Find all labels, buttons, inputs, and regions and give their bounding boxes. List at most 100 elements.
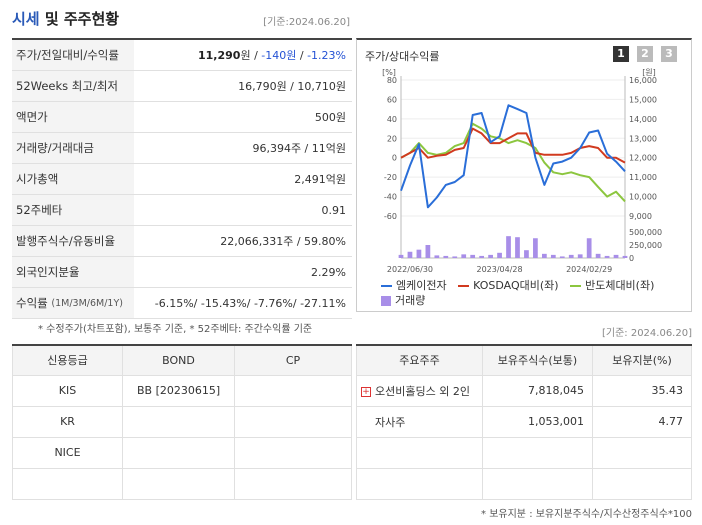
cell-agency: KR [12, 405, 123, 438]
row-value: 16,790원 / 10,710원 [238, 80, 346, 93]
col-header: 보유주식수(보통) [482, 344, 593, 376]
volume-bar [398, 254, 404, 258]
cell-bond [122, 467, 235, 500]
chart-page-1-button[interactable]: 1 [613, 46, 629, 62]
row-label: 발행주식수/유동비율 [12, 226, 134, 256]
left-tick-label: -60 [384, 212, 397, 221]
volume-bar [407, 251, 413, 258]
cell-bond [122, 436, 235, 469]
col-header: 신용등급 [12, 344, 123, 376]
sep: / [296, 49, 308, 62]
cell-shares [482, 436, 593, 469]
table-row: 액면가 500원 [12, 102, 352, 133]
cell-bond [122, 405, 235, 438]
volume-tick-label: 500,000 [629, 228, 662, 237]
legend-item: 거래량 [381, 293, 425, 308]
volume-bar [604, 255, 610, 258]
right-tick-label: 15,000 [629, 95, 657, 104]
cell-agency [12, 467, 123, 500]
volume-bar [452, 256, 458, 258]
cell-pct: 35.43 [592, 374, 692, 407]
sep: / [250, 49, 262, 62]
legend-swatch-3 [570, 285, 582, 287]
left-tick-label: 80 [387, 76, 397, 85]
x-tick-label: 2024/02/29 [566, 265, 612, 274]
chart-page-2-button[interactable]: 2 [637, 46, 653, 62]
volume-tick-label: 0 [629, 254, 634, 263]
cell-shares: 1,053,001 [482, 405, 593, 438]
volume-bar [541, 253, 547, 258]
right-axis-unit: [원] [642, 68, 656, 77]
cell-bond: BB [20230615] [122, 374, 235, 407]
volume-bar [622, 255, 628, 258]
legend-label: 반도체대비(좌) [585, 279, 655, 292]
table-row: 거래량/거래대금 96,394주 / 11억원 [12, 133, 352, 164]
table-row: 수익률 (1M/3M/6M/1Y) -6.15%/ -15.43%/ -7.76… [12, 288, 352, 319]
left-tick-label: -20 [384, 173, 397, 182]
chart-title: 주가/상대수익률 [365, 50, 440, 63]
section-header: 시세 및 주주현황 [기준:2024.06.20] [12, 8, 352, 30]
base-date: [기준:2024.06.20] [263, 17, 350, 28]
cell-cp [234, 467, 352, 500]
right-tick-label: 16,000 [629, 76, 657, 85]
legend-swatch-4 [381, 296, 391, 306]
right-tick-label: 12,000 [629, 154, 657, 163]
cell-agency: KIS [12, 374, 123, 407]
chart-legend: 엠케이전자 KOSDAQ대비(좌) 반도체대비(좌) 거래량 [381, 278, 681, 308]
volume-bar [613, 254, 619, 258]
holder-name-text: 오션비홀딩스 외 2인 [375, 384, 470, 398]
rate-value: -1.23% [307, 49, 346, 62]
chart-page-3-button[interactable]: 3 [661, 46, 677, 62]
legend-item: 반도체대비(좌) [570, 278, 654, 293]
volume-bar [550, 254, 556, 258]
stock-note: * 수정주가(차트포함), 보통주 기준, * 52주베타: 주간수익률 기준 [38, 324, 313, 335]
table-row: 52Weeks 최고/최저 16,790원 / 10,710원 [12, 71, 352, 102]
cell-pct: 4.77 [592, 405, 692, 438]
col-header: BOND [122, 344, 235, 376]
row-label: 52Weeks 최고/최저 [12, 71, 134, 101]
volume-bar [497, 252, 502, 258]
credit-rating-table: 신용등급 BOND CP KIS BB [20230615] KR NICE [12, 344, 352, 500]
legend-label: KOSDAQ대비(좌) [473, 279, 559, 292]
row-label: 외국인지분율 [12, 257, 134, 287]
table-row: NICE [12, 436, 352, 469]
right-tick-label: 11,000 [629, 173, 657, 182]
right-tick-label: 10,000 [629, 193, 657, 202]
series-line-1 [400, 104, 626, 209]
volume-bar [488, 254, 493, 258]
volume-bar [533, 238, 538, 258]
left-tick-label: 40 [387, 115, 397, 124]
legend-item: KOSDAQ대비(좌) [458, 278, 559, 293]
cell-cp [234, 405, 352, 438]
legend-item: 엠케이전자 [381, 278, 447, 293]
cell-holder-name [356, 467, 483, 500]
left-axis-unit: [%] [382, 68, 396, 77]
table-row [356, 436, 692, 469]
row-label-sub: (1M/3M/6M/1Y) [51, 297, 123, 309]
cell-shares [482, 467, 593, 500]
volume-bar [443, 255, 449, 258]
row-value: 96,394주 / 11억원 [252, 142, 346, 155]
volume-bar [515, 237, 520, 258]
cell-agency: NICE [12, 436, 123, 469]
x-tick-label: 2023/04/28 [477, 265, 523, 274]
stock-info-table: 주가/전일대비/수익률 11,290원 / -140원 / -1.23% 52W… [12, 38, 352, 319]
series-line-2 [400, 127, 626, 164]
volume-bar [461, 254, 467, 258]
row-value: 11,290원 / -140원 / -1.23% [134, 47, 352, 63]
legend-swatch-2 [458, 285, 470, 287]
price-value: 11,290 [198, 49, 241, 62]
volume-bar [524, 250, 529, 258]
expand-plus-icon[interactable]: + [361, 386, 371, 397]
legend-swatch-1 [381, 285, 392, 287]
shareholder-table: 주요주주 보유주식수(보통) 보유지분(%) + 오션비홀딩스 외 2인 7,81… [356, 344, 692, 500]
base-date-2: [기준: 2024.06.20] [601, 328, 692, 339]
x-tick-label: 2022/06/30 [387, 265, 433, 274]
legend-label: 엠케이전자 [396, 279, 447, 292]
right-tick-label: 9,000 [629, 212, 652, 221]
table-row: 외국인지분율 2.29% [12, 257, 352, 288]
row-label: 주가/전일대비/수익률 [12, 40, 134, 70]
table-row: KIS BB [20230615] [12, 374, 352, 407]
price-chart: [%] [원] 80 60 40 20 0 -20 -40 -60 16,000 15,000 14,0… [382, 68, 662, 274]
cell-cp [234, 374, 352, 407]
